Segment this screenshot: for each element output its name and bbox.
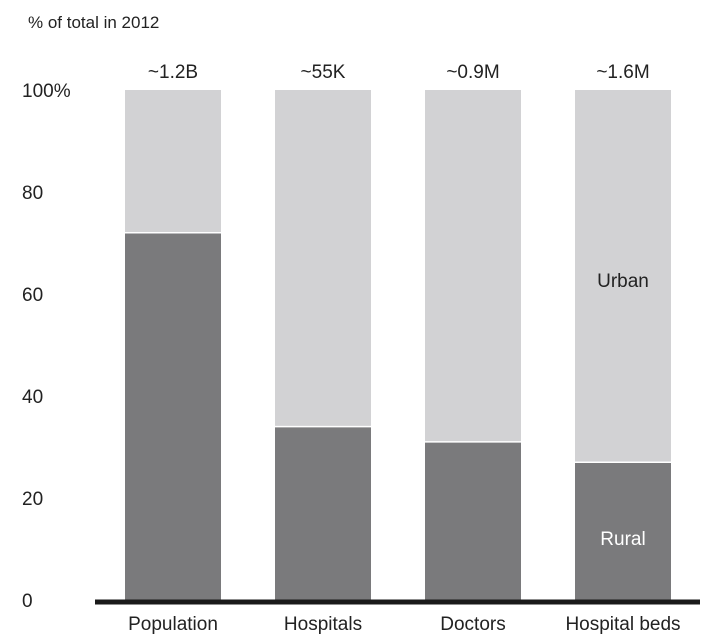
y-tick-label: 0 [22,591,33,612]
bars [125,90,671,601]
bar-total-label: ~1.2B [148,62,198,83]
bar-segment-rural [575,462,671,600]
bar-totals: ~1.2B ~55K ~0.9M ~1.6M [148,62,650,83]
x-tick-label: Doctors [440,614,505,635]
bar-segment-rural [425,441,521,600]
y-tick-label: 100% [22,81,71,102]
segment-label-urban: Urban [597,271,649,292]
y-tick-label: 60 [22,285,43,306]
bar-segment-urban [275,90,371,427]
y-tick-label: 80 [22,183,43,204]
y-tick-label: 20 [22,489,43,510]
bar-segment-urban [125,90,221,233]
x-tick-label: Population [128,614,218,635]
bar-total-label: ~0.9M [446,62,499,83]
y-axis-unit-label: % of total in 2012 [28,13,159,32]
bar-segment-urban [575,90,671,463]
bar-segment-urban [425,90,521,442]
bar-segment-rural [125,232,221,601]
segment-labels: Rural Urban [597,271,649,550]
bar-total-label: ~1.6M [596,62,649,83]
x-tick-label: Hospitals [284,614,362,635]
bar-total-label: ~55K [301,62,346,83]
bar-segment-rural [275,426,371,600]
segment-label-rural: Rural [600,529,645,550]
y-axis-ticks: 0 20 40 60 80 100% [22,81,71,612]
x-tick-label: Hospital beds [565,614,680,635]
x-axis-tick-labels: Population Hospitals Doctors Hospital beds [128,614,680,635]
y-tick-label: 40 [22,387,43,408]
